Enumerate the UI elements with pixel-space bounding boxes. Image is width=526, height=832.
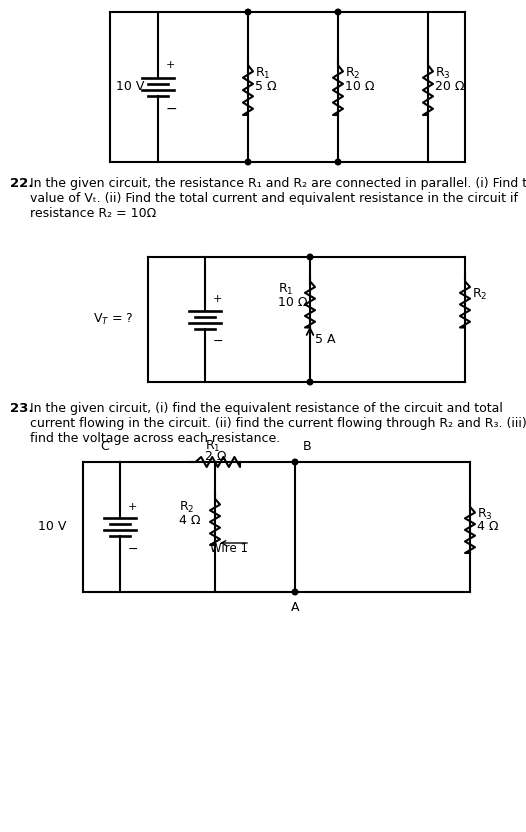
Text: Wire 1: Wire 1 (210, 542, 248, 556)
Text: R$_2$: R$_2$ (472, 287, 488, 302)
Text: 10 V: 10 V (38, 521, 66, 533)
Text: R$_3$: R$_3$ (435, 66, 451, 81)
Text: R$_1$: R$_1$ (278, 282, 294, 297)
Text: R$_2$: R$_2$ (345, 66, 360, 81)
Circle shape (335, 159, 341, 165)
Circle shape (292, 589, 298, 595)
Text: 10 Ω: 10 Ω (278, 296, 308, 309)
Text: −: − (213, 335, 224, 348)
Text: In the given circuit, the resistance R₁ and R₂ are connected in parallel. (i) Fi: In the given circuit, the resistance R₁ … (30, 177, 526, 190)
Text: 10 V: 10 V (116, 81, 144, 93)
Circle shape (307, 255, 313, 260)
Text: V$_T$ = ?: V$_T$ = ? (93, 312, 134, 327)
Text: +: + (128, 502, 137, 512)
Text: 22.: 22. (10, 177, 33, 190)
Text: 5 A: 5 A (315, 333, 336, 346)
Text: 2 Ω: 2 Ω (205, 450, 227, 463)
Text: 5 Ω: 5 Ω (255, 80, 277, 92)
Text: +: + (213, 295, 222, 305)
Circle shape (245, 159, 251, 165)
Text: R$_2$: R$_2$ (179, 499, 195, 514)
Text: In the given circuit, (i) find the equivalent resistance of the circuit and tota: In the given circuit, (i) find the equiv… (30, 402, 503, 415)
Text: R$_1$: R$_1$ (205, 438, 220, 453)
Text: resistance R₂ = 10Ω: resistance R₂ = 10Ω (30, 207, 156, 220)
Circle shape (245, 9, 251, 15)
Text: A: A (291, 601, 299, 614)
Text: −: − (166, 102, 178, 116)
Text: value of Vₜ. (ii) Find the total current and equivalent resistance in the circui: value of Vₜ. (ii) Find the total current… (30, 192, 518, 205)
Text: C: C (100, 440, 109, 453)
Text: 4 Ω: 4 Ω (477, 521, 499, 533)
Text: find the voltage across each resistance.: find the voltage across each resistance. (30, 432, 280, 445)
Circle shape (335, 9, 341, 15)
Text: B: B (303, 440, 311, 453)
Text: 20 Ω: 20 Ω (435, 80, 464, 92)
Text: +: + (166, 60, 175, 70)
Text: R$_1$: R$_1$ (255, 66, 270, 81)
Text: R$_3$: R$_3$ (477, 507, 493, 522)
Circle shape (292, 459, 298, 465)
Text: 10 Ω: 10 Ω (345, 80, 375, 92)
Text: current flowing in the circuit. (ii) find the current flowing through R₂ and R₃.: current flowing in the circuit. (ii) fin… (30, 417, 526, 430)
Text: 23.: 23. (10, 402, 34, 415)
Circle shape (307, 379, 313, 384)
Text: −: − (128, 542, 138, 556)
Text: 4 Ω: 4 Ω (179, 513, 200, 527)
